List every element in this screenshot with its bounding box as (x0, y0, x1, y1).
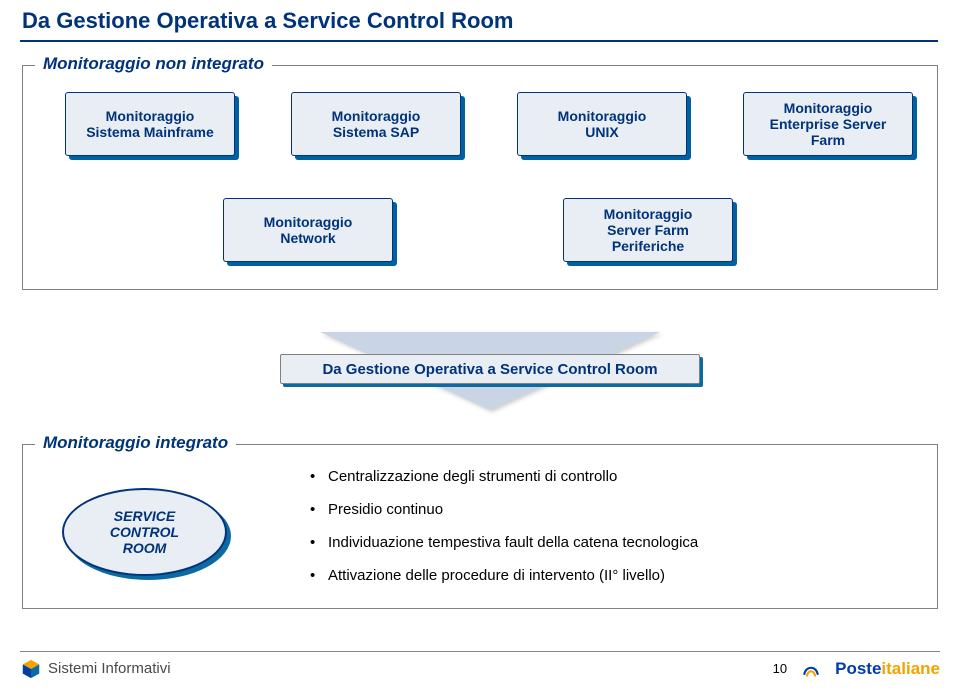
tile-line: Farm (811, 132, 845, 148)
ellipse-line: SERVICE (114, 508, 175, 524)
banner-text: Da Gestione Operativa a Service Control … (322, 361, 657, 378)
tile-line: Monitoraggio (604, 206, 693, 222)
tile-server-farm-periferiche: Monitoraggio Server Farm Periferiche (563, 198, 733, 262)
page-title: Da Gestione Operativa a Service Control … (22, 8, 513, 34)
box-non-integrato: Monitoraggio non integrato Monitoraggio … (22, 65, 938, 290)
banner-bar: Da Gestione Operativa a Service Control … (280, 354, 700, 384)
tile-unix: Monitoraggio UNIX (517, 92, 687, 156)
title-underline (20, 40, 938, 42)
bullet-item: Individuazione tempestiva fault della ca… (310, 534, 910, 551)
bullet-item: Presidio continuo (310, 501, 910, 518)
poste-part1: Poste (835, 659, 881, 678)
poste-logo-icon (801, 659, 821, 679)
poste-part2: italiane (881, 659, 940, 678)
tile-mainframe: Monitoraggio Sistema Mainframe (65, 92, 235, 156)
transition-arrow: Da Gestione Operativa a Service Control … (280, 332, 700, 422)
cube-icon (20, 658, 42, 680)
tile-line: Monitoraggio (332, 108, 421, 124)
legend-non-integrato: Monitoraggio non integrato (35, 54, 272, 74)
bullet-list: Centralizzazione degli strumenti di cont… (310, 468, 910, 600)
bullet-item: Centralizzazione degli strumenti di cont… (310, 468, 910, 485)
tile-line: Monitoraggio (558, 108, 647, 124)
tile-network: Monitoraggio Network (223, 198, 393, 262)
tile-line: Enterprise Server (770, 116, 887, 132)
tile-line: Monitoraggio (106, 108, 195, 124)
tile-enterprise-farm: Monitoraggio Enterprise Server Farm (743, 92, 913, 156)
poste-italiane-logo: Posteitaliane (835, 659, 940, 679)
tile-line: Server Farm (607, 222, 689, 238)
footer-left-text: Sistemi Informativi (48, 660, 171, 677)
page-number: 10 (773, 661, 787, 676)
tile-line: Sistema Mainframe (86, 124, 214, 140)
legend-integrato: Monitoraggio integrato (35, 433, 236, 453)
tile-line: UNIX (585, 124, 618, 140)
ellipse-line: ROOM (123, 540, 167, 556)
tile-line: Monitoraggio (784, 100, 873, 116)
service-control-room-ellipse: SERVICE CONTROL ROOM (62, 488, 227, 576)
tile-line: Monitoraggio (264, 214, 353, 230)
tile-line: Periferiche (612, 238, 684, 254)
tile-line: Network (280, 230, 335, 246)
tile-line: Sistema SAP (333, 124, 419, 140)
tile-sap: Monitoraggio Sistema SAP (291, 92, 461, 156)
ellipse-line: CONTROL (110, 524, 179, 540)
footer: Sistemi Informativi 10 Posteitaliane (20, 651, 940, 681)
bullet-item: Attivazione delle procedure di intervent… (310, 567, 910, 584)
